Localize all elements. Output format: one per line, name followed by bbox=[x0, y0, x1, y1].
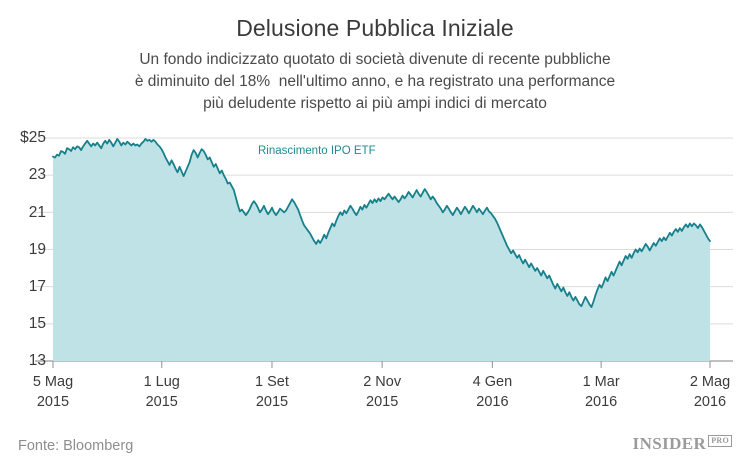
x-axis-tick-label: 4 Gen 2016 bbox=[473, 373, 513, 412]
chart-footer: Fonte: Bloomberg INSIDER PRO bbox=[0, 434, 750, 454]
chart-area: $25 23 21 19 17 15 13 5 Mag 2015 1 Lug 2015 1 Set 2… bbox=[0, 125, 750, 410]
x-tick-year: 2015 bbox=[36, 393, 70, 410]
chart-svg bbox=[35, 137, 733, 369]
x-tick-month: 4 Gen bbox=[472, 374, 513, 391]
y-axis-tick-label: 23 bbox=[28, 166, 46, 184]
x-tick-year: 2016 bbox=[584, 393, 618, 410]
x-tick-year: 2016 bbox=[476, 393, 509, 410]
series-label: Rinascimento IPO ETF bbox=[258, 145, 376, 158]
y-axis-tick-label: 21 bbox=[28, 203, 46, 221]
source-note: Fonte: Bloomberg bbox=[18, 438, 134, 454]
x-axis-tick-label: 2 Mag 2016 bbox=[690, 373, 730, 412]
y-axis-tick-label: 13 bbox=[28, 352, 46, 370]
x-tick-month: 1 Mar bbox=[582, 374, 620, 391]
x-axis-tick-label: 1 Lug 2015 bbox=[144, 373, 180, 412]
x-tick-year: 2015 bbox=[145, 393, 178, 410]
x-tick-month: 1 Set bbox=[255, 374, 289, 391]
y-axis-tick-label: 15 bbox=[28, 315, 46, 333]
x-tick-year: 2015 bbox=[366, 393, 399, 410]
y-axis-tick-label: 17 bbox=[28, 277, 46, 295]
subtitle-line-3: più deludente rispetto ai più ampi indic… bbox=[203, 95, 547, 113]
y-axis-tick-label: 19 bbox=[28, 240, 46, 258]
subtitle-line-1: Un fondo indicizzato quotato di società … bbox=[139, 51, 611, 69]
x-tick-month: 2 Nov bbox=[363, 374, 402, 391]
y-axis-tick-label: $25 bbox=[20, 129, 46, 147]
chart-subtitle: Un fondo indicizzato quotato di società … bbox=[0, 49, 750, 115]
page-title: Delusione Pubblica Iniziale bbox=[236, 15, 514, 41]
chart-plot bbox=[0, 125, 750, 385]
x-axis-tick-label: 1 Mar 2016 bbox=[583, 373, 620, 412]
x-tick-month: 2 Mag bbox=[689, 374, 731, 391]
x-axis-tick-label: 2 Nov 2015 bbox=[363, 373, 401, 412]
x-tick-month: 5 Mag bbox=[32, 374, 74, 391]
insider-pro-logo: INSIDER PRO bbox=[633, 434, 732, 454]
x-tick-month: 1 Lug bbox=[143, 374, 180, 391]
chart-header: Delusione Pubblica Iniziale Un fondo ind… bbox=[0, 0, 750, 115]
subtitle-line-2: è diminuito del 18% nell'ultimo anno, e … bbox=[134, 73, 616, 91]
x-tick-year: 2016 bbox=[693, 393, 727, 410]
x-axis-tick-label: 5 Mag 2015 bbox=[33, 373, 73, 412]
logo-pro-badge: PRO bbox=[708, 435, 732, 447]
x-axis-tick-label: 1 Set 2015 bbox=[255, 373, 289, 412]
logo-wordmark: INSIDER bbox=[632, 434, 707, 453]
x-tick-year: 2015 bbox=[255, 393, 289, 410]
